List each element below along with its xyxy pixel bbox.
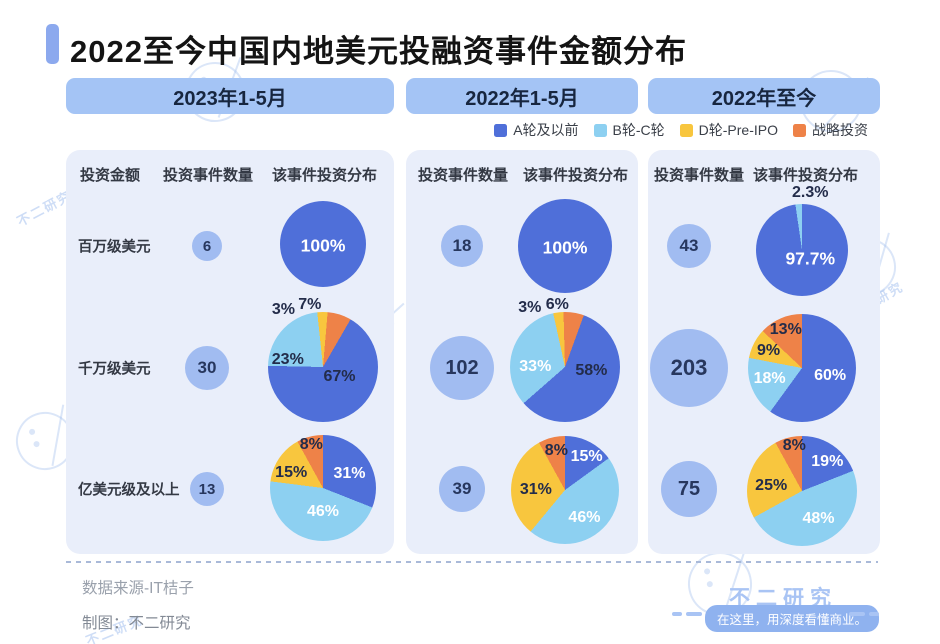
pie-slice-label: 3% bbox=[518, 298, 542, 316]
event-count-bubble: 75 bbox=[661, 461, 717, 517]
amount-row-label: 千万级美元 bbox=[78, 361, 151, 378]
pie-slice-label: 8% bbox=[299, 435, 323, 453]
column-header: 投资金额 bbox=[80, 167, 141, 184]
legend-swatch-icon bbox=[679, 123, 693, 137]
legend-swatch-icon bbox=[793, 123, 806, 137]
period-tab-2022-1-5: 2022年1-5月 bbox=[406, 78, 638, 114]
column-header: 投资事件数量 bbox=[654, 167, 745, 184]
pie-slice-label: 2.3% bbox=[792, 183, 829, 201]
legend: A轮及以前 B轮-C轮 D轮-Pre-IPO 战略投资 bbox=[494, 120, 868, 140]
event-count-bubble: 13 bbox=[190, 472, 224, 506]
legend-swatch-icon bbox=[593, 123, 607, 137]
pie-slice-label: 33% bbox=[519, 358, 552, 375]
pie-slice-label: 6% bbox=[545, 296, 569, 314]
amount-row-label: 百万级美元 bbox=[78, 239, 151, 256]
pie-chart: 100% bbox=[518, 199, 612, 293]
event-count-bubble: 18 bbox=[441, 225, 483, 267]
legend-swatch-icon bbox=[494, 123, 508, 137]
column-header: 该事件投资分布 bbox=[753, 167, 859, 184]
legend-item: 战略投资 bbox=[793, 120, 868, 140]
amount-row-label: 亿美元级及以上 bbox=[78, 482, 180, 499]
brand-dash-decoration bbox=[849, 612, 865, 616]
legend-label: A轮及以前 bbox=[513, 122, 579, 138]
pie-chart: 60% 18% 9% 13% bbox=[748, 314, 856, 422]
panel-2023-1-5: 投资金额 投资事件数量 该事件投资分布百万级美元 6 100% 千万级美元 30 67% 23%… bbox=[66, 150, 394, 554]
pie-slice-label: 23% bbox=[271, 351, 304, 369]
chart-credit-note: 制图：不二研究 bbox=[82, 615, 191, 632]
pie-slice-label: 8% bbox=[782, 436, 806, 454]
pie-slice-label: 7% bbox=[298, 296, 322, 314]
pie-slice-label: 46% bbox=[568, 509, 601, 527]
data-source-note: 数据来源-IT桔子 bbox=[82, 580, 194, 597]
column-header: 该事件投资分布 bbox=[272, 167, 378, 184]
pie-slice-label: 3% bbox=[271, 300, 295, 318]
event-count-bubble: 39 bbox=[439, 466, 485, 512]
pie-slice-label: 9% bbox=[756, 341, 781, 359]
brand-dash-decoration bbox=[869, 612, 879, 616]
event-count-bubble: 43 bbox=[667, 224, 711, 268]
legend-label: 战略投资 bbox=[812, 122, 868, 138]
event-count-bubble: 6 bbox=[192, 231, 222, 261]
pie-slice-label: 8% bbox=[544, 442, 568, 460]
column-header: 该事件投资分布 bbox=[523, 167, 629, 184]
brand-tagline-pill: 在这里，用深度看懂商业。 bbox=[705, 605, 880, 632]
period-tab-2023-1-5: 2023年1-5月 bbox=[66, 78, 394, 114]
column-header: 投资事件数量 bbox=[418, 167, 509, 184]
page-title: 2022至今中国内地美元投融资事件金额分布 bbox=[70, 34, 687, 69]
pie-chart: 97.7% 2.3% bbox=[756, 184, 848, 296]
pie-slice-label: 46% bbox=[306, 503, 340, 521]
pie-slice-label: 31% bbox=[519, 481, 552, 498]
panel-2022-1-5: 投资事件数量 该事件投资分布 18 100% 102 58% 33% 3% 6% 39 15% 46%… bbox=[406, 150, 638, 554]
pie-chart: 19% 48% 25% 8% bbox=[747, 436, 857, 546]
pie-chart: 58% 33% 3% 6% bbox=[510, 296, 620, 422]
event-count-bubble: 102 bbox=[430, 336, 494, 400]
pie-slice-label: 100% bbox=[542, 237, 588, 258]
pie-slice-label: 15% bbox=[275, 464, 308, 482]
legend-label: D轮-Pre-IPO bbox=[698, 122, 778, 138]
column-header: 投资事件数量 bbox=[163, 167, 254, 184]
pie-chart: 67% 23% 3% 7% bbox=[268, 296, 378, 422]
legend-item: D轮-Pre-IPO bbox=[679, 120, 778, 140]
pie-slice-label: 13% bbox=[769, 321, 802, 339]
pie-slice-label: 100% bbox=[300, 235, 346, 256]
period-tab-2022-to-now: 2022年至今 bbox=[648, 78, 880, 114]
legend-label: B轮-C轮 bbox=[612, 122, 665, 138]
pie-slice-label: 15% bbox=[570, 447, 603, 465]
brand-logo-text: 不二研究 bbox=[729, 587, 837, 610]
pie-chart: 31% 46% 15% 8% bbox=[270, 435, 376, 541]
legend-item: A轮及以前 bbox=[494, 120, 579, 140]
pie-slice-label: 25% bbox=[755, 476, 788, 494]
pie-slice-label: 31% bbox=[333, 465, 366, 483]
brand-dash-decoration bbox=[686, 612, 702, 616]
pie-slice-label: 97.7% bbox=[785, 248, 836, 269]
title-accent-bar bbox=[46, 24, 59, 64]
pie-slice-label: 60% bbox=[814, 366, 847, 384]
pie-slice-label: 18% bbox=[753, 369, 786, 387]
pie-slice-label: 19% bbox=[811, 453, 844, 471]
pie-slice-label: 48% bbox=[802, 509, 835, 527]
dashed-divider bbox=[66, 561, 878, 563]
pie-chart: 15% 46% 31% 8% bbox=[511, 436, 619, 544]
pie-slice-label: 58% bbox=[575, 362, 608, 380]
legend-item: B轮-C轮 bbox=[593, 120, 665, 140]
panel-2022-to-now: 投资事件数量 该事件投资分布 43 97.7% 2.3% 203 60% 18% 9% 13% 75… bbox=[648, 150, 880, 554]
event-count-bubble: 203 bbox=[650, 329, 728, 407]
brand-dash-decoration bbox=[672, 612, 682, 616]
pie-chart: 100% bbox=[280, 201, 366, 287]
pie-slice-label: 67% bbox=[323, 367, 356, 385]
event-count-bubble: 30 bbox=[185, 346, 229, 390]
